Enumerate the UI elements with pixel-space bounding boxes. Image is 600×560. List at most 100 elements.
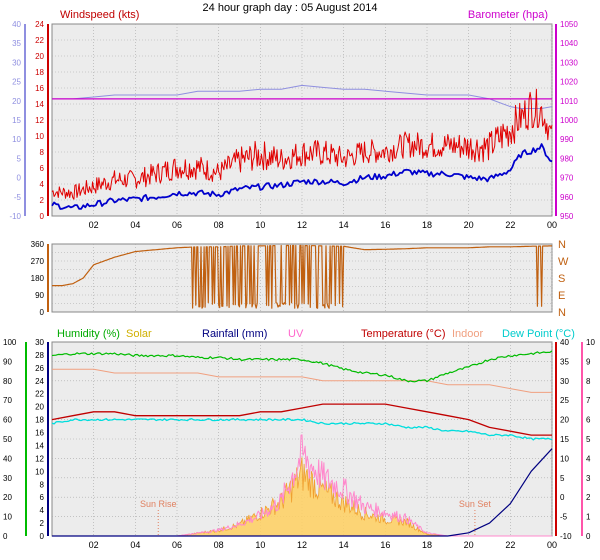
wind-y-tick: 18	[35, 68, 44, 77]
direction-compass-label: E	[558, 290, 565, 302]
wind-y-tick: 4	[40, 180, 45, 189]
weather-panel-x-tick: 12	[297, 540, 307, 550]
baro-y-tick: 1000	[560, 116, 578, 125]
wind-y-tick: 2	[40, 196, 45, 205]
uv-y-tick: 0	[586, 532, 591, 541]
weather-panel-x-tick: 20	[464, 540, 474, 550]
rain-y-tick: 22	[35, 390, 44, 399]
rain-y-tick: 16	[35, 429, 44, 438]
windspeed-title: Windspeed (kts)	[60, 9, 139, 21]
uv-y-tick: 2	[586, 493, 591, 502]
baro-light-line	[52, 84, 553, 109]
wind-outer-y-tick: 35	[12, 39, 21, 48]
rain-y-tick: 8	[40, 480, 45, 489]
temp-y-tick: -10	[560, 532, 572, 541]
rain-y-tick: 12	[35, 454, 44, 463]
temp-y-tick: 5	[560, 474, 565, 483]
temp-y-tick: 30	[560, 377, 569, 386]
wind-outer-y-tick: 5	[17, 154, 22, 163]
wind-panel-x-tick: 06	[172, 220, 182, 230]
rain-y-tick: 28	[35, 351, 44, 360]
rainfall-label: Rainfall (mm)	[202, 328, 267, 340]
wind-panel-x-tick: 14	[339, 220, 349, 230]
humidity-y-tick: 60	[3, 416, 12, 425]
uv-y-tick: 6	[586, 416, 591, 425]
direction-y-tick: 360	[31, 240, 45, 249]
baro-y-tick: 1050	[560, 20, 578, 29]
indoor-label: Indoor	[452, 328, 484, 340]
weather-panel-x-tick: 18	[422, 540, 432, 550]
baro-y-tick: 1040	[560, 39, 578, 48]
weather-panel-x-tick: 16	[380, 540, 390, 550]
wind-direction-line	[52, 244, 552, 309]
rain-y-tick: 24	[35, 377, 44, 386]
baro-y-tick: 1020	[560, 78, 578, 87]
uv-y-tick: 5	[586, 435, 591, 444]
baro-y-tick: 1010	[560, 97, 578, 106]
baro-y-tick: 960	[560, 193, 574, 202]
baro-y-tick: 950	[560, 212, 574, 221]
wind-outer-y-tick: 30	[12, 58, 21, 67]
baro-y-tick: 980	[560, 154, 574, 163]
wind-y-tick: 16	[35, 84, 44, 93]
wind-panel-x-tick: 18	[422, 220, 432, 230]
temperature-line	[51, 403, 552, 436]
humidity-y-tick: 10	[3, 513, 12, 522]
humidity-line	[51, 350, 553, 383]
wind-y-tick: 22	[35, 36, 44, 45]
sun-rise-label: Sun Rise	[140, 499, 177, 509]
rain-y-tick: 2	[40, 519, 45, 528]
weather-panel-x-tick: 10	[255, 540, 265, 550]
rain-y-tick: 6	[40, 493, 45, 502]
uv-y-tick: 3	[586, 474, 591, 483]
humidity-y-tick: 30	[3, 474, 12, 483]
baro-y-tick: 990	[560, 135, 574, 144]
temp-y-tick: 35	[560, 357, 569, 366]
temp-y-tick: 0	[560, 493, 565, 502]
humidity-y-tick: 20	[3, 493, 12, 502]
humidity-label: Humidity (%)	[57, 328, 120, 340]
wind-y-tick: 24	[35, 20, 44, 29]
wind-panel-x-tick: 04	[130, 220, 140, 230]
wind-panel-x-tick: 16	[380, 220, 390, 230]
direction-compass-label: N	[558, 307, 566, 319]
indoor-temperature-line	[52, 368, 552, 393]
rain-y-tick: 20	[35, 403, 44, 412]
uv-y-tick: 9	[586, 357, 591, 366]
uv-y-tick: 7	[586, 396, 591, 405]
rain-y-tick: 0	[40, 532, 45, 541]
humidity-y-tick: 100	[3, 338, 17, 347]
direction-compass-label: S	[558, 273, 565, 285]
temp-y-tick: 25	[560, 396, 569, 405]
dewpoint-line	[51, 417, 553, 441]
weather-panel-x-tick: 00	[547, 540, 557, 550]
rain-y-tick: 4	[40, 506, 45, 515]
temp-y-tick: 20	[560, 416, 569, 425]
humidity-y-tick: 70	[3, 396, 12, 405]
rain-y-tick: 14	[35, 441, 44, 450]
humidity-y-tick: 90	[3, 357, 12, 366]
direction-compass-label: N	[558, 239, 566, 251]
direction-compass-label: W	[558, 256, 569, 268]
dewpoint-label: Dew Point (°C)	[502, 328, 575, 340]
uv-y-tick: 4	[586, 454, 591, 463]
graph-title: 24 hour graph day : 05 August 2014	[203, 2, 378, 14]
solar-label: Solar	[126, 328, 152, 340]
rain-y-tick: 26	[35, 364, 44, 373]
humidity-y-tick: 80	[3, 377, 12, 386]
baro-y-tick: 1030	[560, 58, 578, 67]
humidity-y-tick: 0	[3, 532, 8, 541]
weather-panel-x-tick: 04	[130, 540, 140, 550]
wind-outer-y-tick: 15	[12, 116, 21, 125]
weather-panel-x-tick: 02	[89, 540, 99, 550]
sun-set-label: Sun Set	[459, 499, 492, 509]
wind-outer-y-tick: 40	[12, 20, 21, 29]
weather-panel-x-tick: 22	[505, 540, 515, 550]
wind-gust-line	[51, 88, 553, 200]
uv-y-tick: 8	[586, 377, 591, 386]
weather-panel-x-tick: 06	[172, 540, 182, 550]
temp-y-tick: 15	[560, 435, 569, 444]
wind-outer-y-tick: 20	[12, 97, 21, 106]
direction-y-tick: 0	[40, 308, 45, 317]
wind-y-tick: 12	[35, 116, 44, 125]
